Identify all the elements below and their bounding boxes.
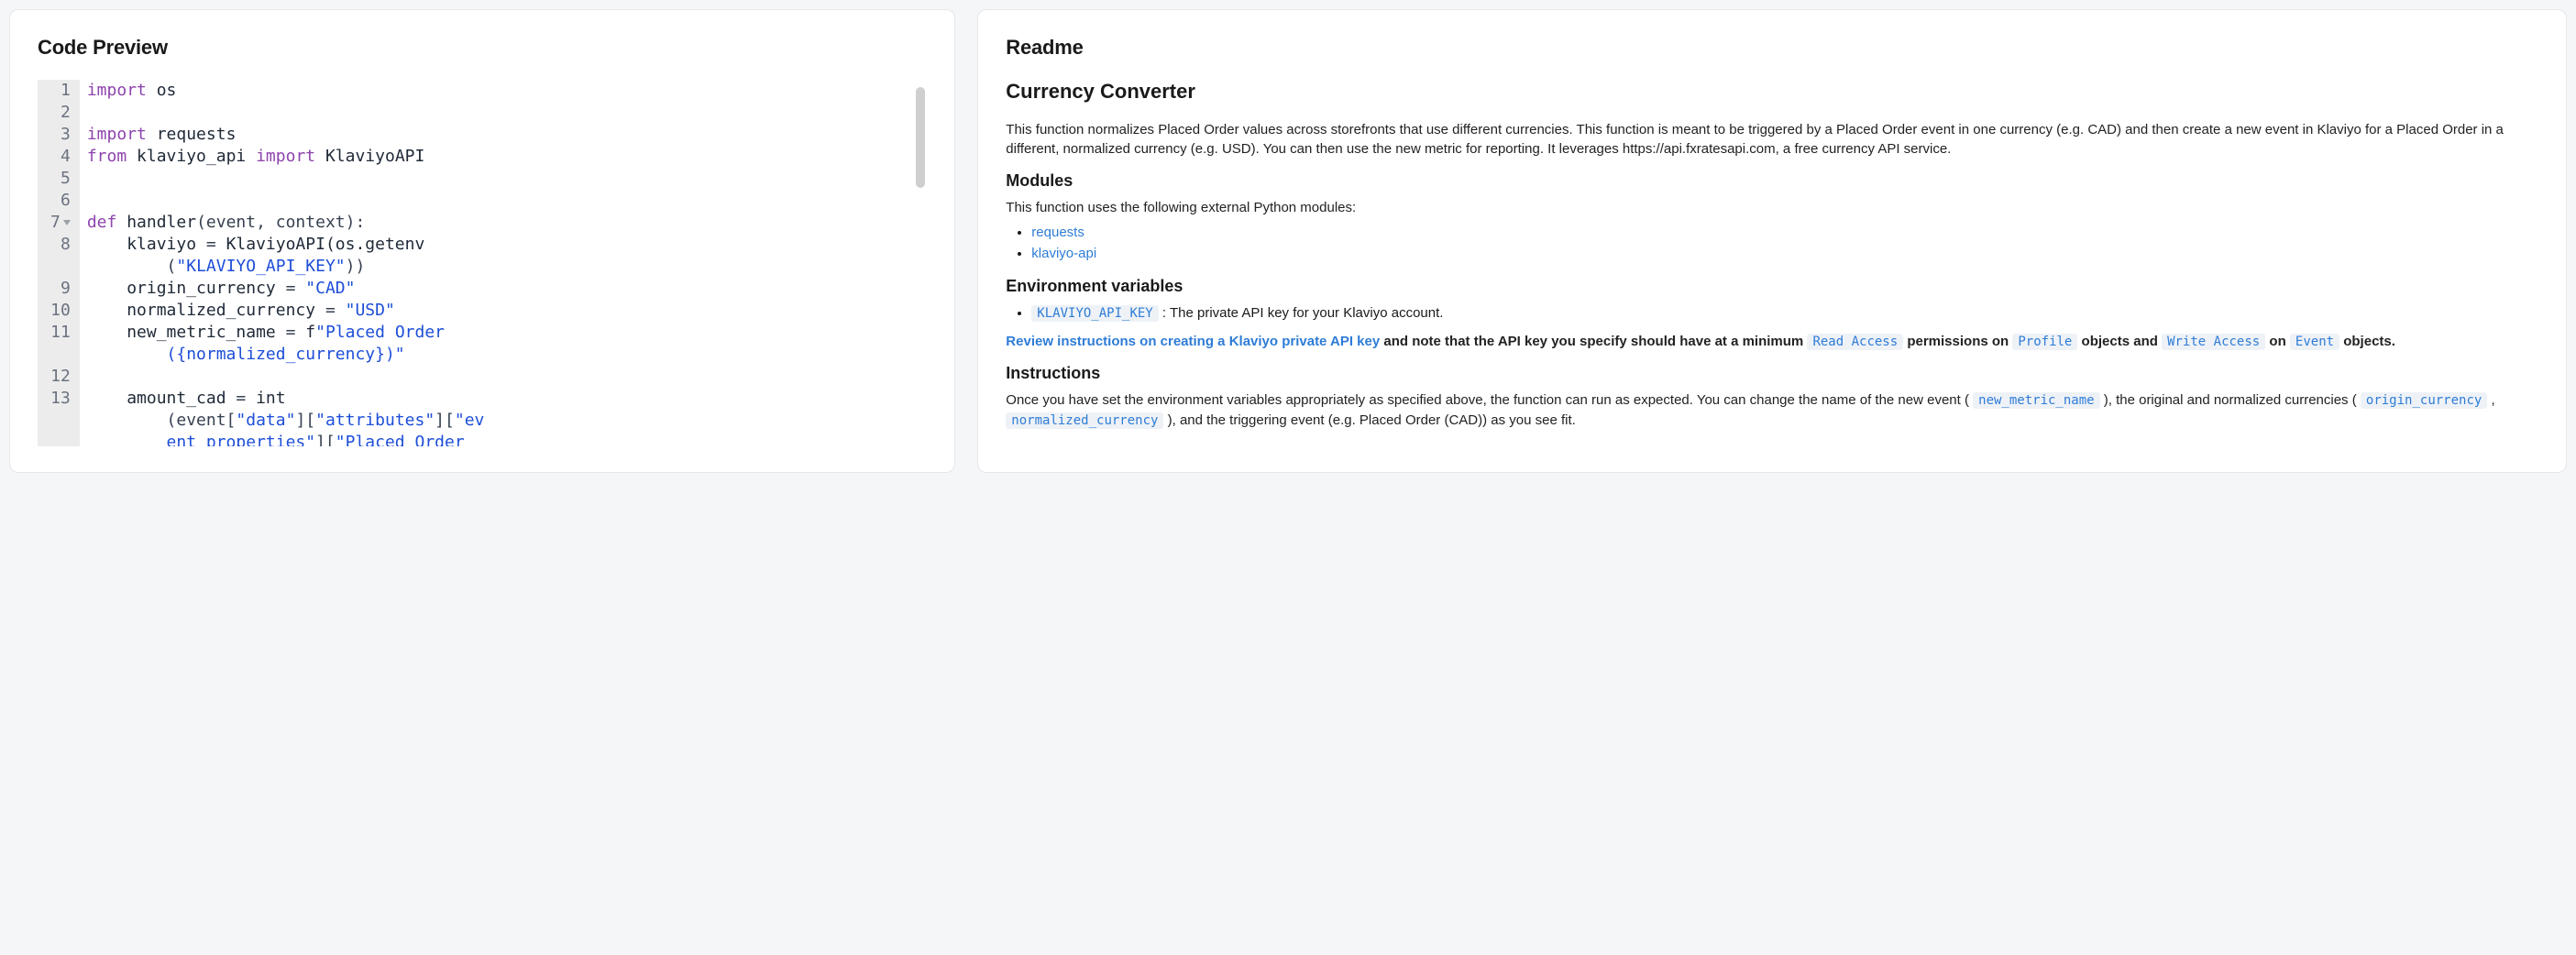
code-line: origin_currency = "CAD" [87,278,927,300]
code-editor[interactable]: 12345678910111213 import osimport reques… [38,80,927,446]
gutter-line: 5 [50,168,71,190]
gutter-line: 13 [50,388,71,410]
code-line: amount_cad = int [87,388,927,410]
instr-code-origin: origin_currency [2361,392,2487,409]
code-line [87,366,927,388]
env-heading: Environment variables [1006,277,2538,296]
instr-p1c: , [2492,392,2495,408]
gutter-line: 10 [50,300,71,322]
code-preview-panel: Code Preview 12345678910111213 import os… [9,9,955,473]
code-line [87,102,927,124]
env-list: KLAVIYO_API_KEY : The private API key fo… [1031,303,2538,324]
env-var-desc: : The private API key for your Klaviyo a… [1162,305,1444,321]
event-code: Event [2290,334,2339,350]
code-line: import os [87,80,927,102]
instr-code-normalized: normalized_currency [1006,412,1163,429]
modules-heading: Modules [1006,171,2538,191]
code-line: klaviyo = KlaviyoAPI(os.getenv [87,234,927,256]
instructions-heading: Instructions [1006,364,2538,383]
gutter-line: 1 [50,80,71,102]
instructions-body: Once you have set the environment variab… [1006,390,2538,430]
code-line: normalized_currency = "USD" [87,300,927,322]
instr-code-new-metric: new_metric_name [1973,392,2099,409]
modules-list: requests klaviyo-api [1031,223,2538,264]
code-line [87,168,927,190]
gutter-line [50,344,71,366]
gutter-line [50,410,71,432]
profile-code: Profile [2012,334,2077,350]
gutter-line [50,432,71,446]
gutter-line: 8 [50,234,71,256]
readme-title: Readme [1006,36,2538,60]
code-line: ("KLAVIYO_API_KEY")) [87,256,927,278]
gutter-line [50,256,71,278]
gutter-line: 12 [50,366,71,388]
code-content: import os import requestsfrom klaviyo_api… [80,80,927,446]
code-gutter: 12345678910111213 [38,80,80,446]
gutter-line: 4 [50,146,71,168]
code-line: import requests [87,124,927,146]
code-line [87,190,927,212]
env-tail2: permissions on [1907,334,2012,349]
write-access-code: Write Access [2162,334,2265,350]
code-line: ({normalized_currency})" [87,344,927,366]
code-line: new_metric_name = f"Placed Order [87,322,927,344]
gutter-line: 7 [50,212,71,234]
gutter-line: 2 [50,102,71,124]
gutter-line: 3 [50,124,71,146]
gutter-line: 9 [50,278,71,300]
instr-p1b: ), the original and normalized currencie… [2104,392,2361,408]
code-preview-title: Code Preview [38,36,927,60]
module-link-requests[interactable]: requests [1031,225,1084,240]
readme-h1: Currency Converter [1006,80,2538,104]
modules-lead: This function uses the following externa… [1006,198,2538,217]
env-tail1: and note that the API key you specify sh… [1383,334,1807,349]
code-line: ent_properties"]["Placed Order [87,432,927,446]
code-scrollbar[interactable] [916,87,925,188]
env-note: Review instructions on creating a Klaviy… [1006,332,2538,352]
instr-p1a: Once you have set the environment variab… [1006,392,1973,408]
code-line: from klaviyo_api import KlaviyoAPI [87,146,927,168]
gutter-line: 6 [50,190,71,212]
fold-marker-icon[interactable] [63,220,71,225]
env-tail3: objects and [2082,334,2163,349]
read-access-code: Read Access [1807,334,1903,350]
review-instructions-link[interactable]: Review instructions on creating a Klaviy… [1006,334,1380,349]
code-line: def handler(event, context): [87,212,927,234]
code-line: (event["data"]["attributes"]["ev [87,410,927,432]
gutter-line: 11 [50,322,71,344]
module-link-klaviyo-api[interactable]: klaviyo-api [1031,246,1096,261]
readme-intro: This function normalizes Placed Order va… [1006,120,2538,159]
env-var-code: KLAVIYO_API_KEY [1031,305,1158,322]
readme-panel: Readme Currency Converter This function … [977,9,2567,473]
env-tail5: objects. [2343,334,2395,349]
instr-p1d: ), and the triggering event (e.g. Placed… [1168,412,1576,428]
env-tail4: on [2269,334,2290,349]
